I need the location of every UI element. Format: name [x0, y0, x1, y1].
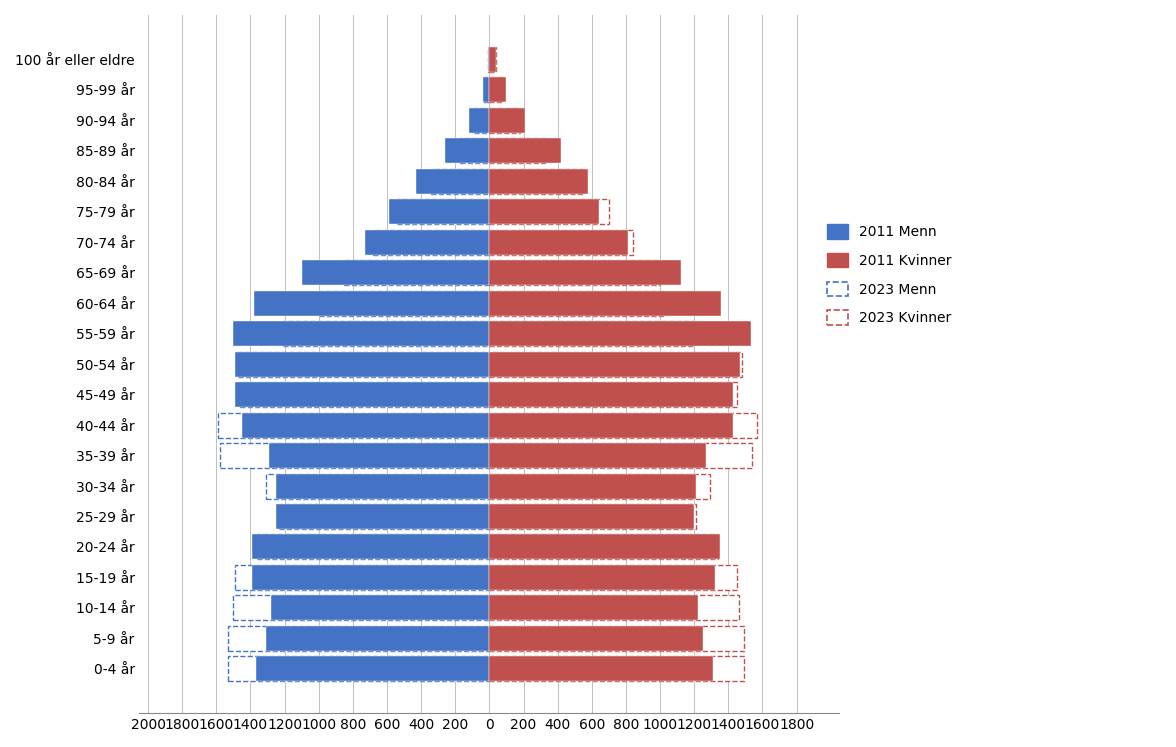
Bar [488, 47, 489, 72]
Bar [365, 229, 489, 255]
Bar [242, 412, 489, 438]
Bar [489, 260, 681, 285]
Bar [276, 474, 489, 498]
Bar [235, 352, 489, 376]
Bar [252, 534, 489, 560]
Bar [489, 47, 496, 72]
Bar [489, 443, 706, 468]
Bar [489, 77, 502, 102]
Bar [489, 138, 544, 163]
Bar [489, 595, 697, 621]
Legend: 2011 Menn, 2011 Kvinner, 2023 Menn, 2023 Kvinner: 2011 Menn, 2011 Kvinner, 2023 Menn, 2023… [820, 217, 958, 332]
Bar [233, 595, 489, 621]
Bar [489, 382, 737, 407]
Bar [489, 352, 742, 376]
Bar [266, 474, 489, 498]
Bar [488, 47, 489, 72]
Bar [489, 321, 694, 346]
Bar [489, 412, 734, 438]
Bar [389, 199, 489, 224]
Bar [239, 352, 489, 376]
Bar [489, 108, 526, 133]
Bar [489, 229, 628, 255]
Bar [319, 291, 489, 315]
Bar [254, 291, 489, 315]
Bar [276, 504, 489, 529]
Bar [270, 595, 489, 621]
Bar [482, 77, 489, 102]
Bar [235, 565, 489, 590]
Bar [489, 138, 561, 163]
Bar [373, 229, 489, 255]
Bar [269, 443, 489, 468]
Bar [280, 504, 489, 529]
Bar [489, 260, 660, 285]
Bar [489, 565, 737, 590]
Bar [460, 138, 489, 163]
Bar [489, 199, 599, 224]
Bar [218, 412, 489, 438]
Bar [489, 47, 496, 72]
Bar [489, 595, 739, 621]
Bar [266, 626, 489, 651]
Bar [445, 138, 489, 163]
Bar [489, 352, 740, 376]
Bar [489, 77, 507, 102]
Bar [258, 534, 489, 560]
Bar [489, 474, 709, 498]
Bar [397, 199, 489, 224]
Bar [489, 291, 722, 315]
Bar [255, 657, 489, 681]
Bar [432, 169, 489, 193]
Bar [489, 657, 713, 681]
Bar [489, 504, 694, 529]
Bar [489, 321, 750, 346]
Bar [345, 260, 489, 285]
Bar [489, 108, 520, 133]
Bar [489, 169, 588, 193]
Bar [283, 321, 489, 346]
Bar [240, 382, 489, 407]
Bar [469, 108, 489, 133]
Bar [228, 626, 489, 651]
Bar [474, 108, 489, 133]
Bar [489, 565, 715, 590]
Bar [489, 169, 583, 193]
Bar [489, 382, 734, 407]
Bar [489, 199, 609, 224]
Bar [489, 474, 696, 498]
Bar [485, 77, 489, 102]
Bar [489, 657, 743, 681]
Bar [489, 291, 663, 315]
Bar [220, 443, 489, 468]
Bar [489, 534, 720, 560]
Bar [489, 504, 696, 529]
Bar [489, 443, 753, 468]
Bar [489, 412, 757, 438]
Bar [489, 229, 633, 255]
Bar [489, 626, 743, 651]
Bar [252, 565, 489, 590]
Bar [301, 260, 489, 285]
Bar [489, 626, 703, 651]
Bar [233, 321, 489, 346]
Bar [489, 534, 719, 560]
Bar [228, 657, 489, 681]
Bar [235, 382, 489, 407]
Bar [416, 169, 489, 193]
